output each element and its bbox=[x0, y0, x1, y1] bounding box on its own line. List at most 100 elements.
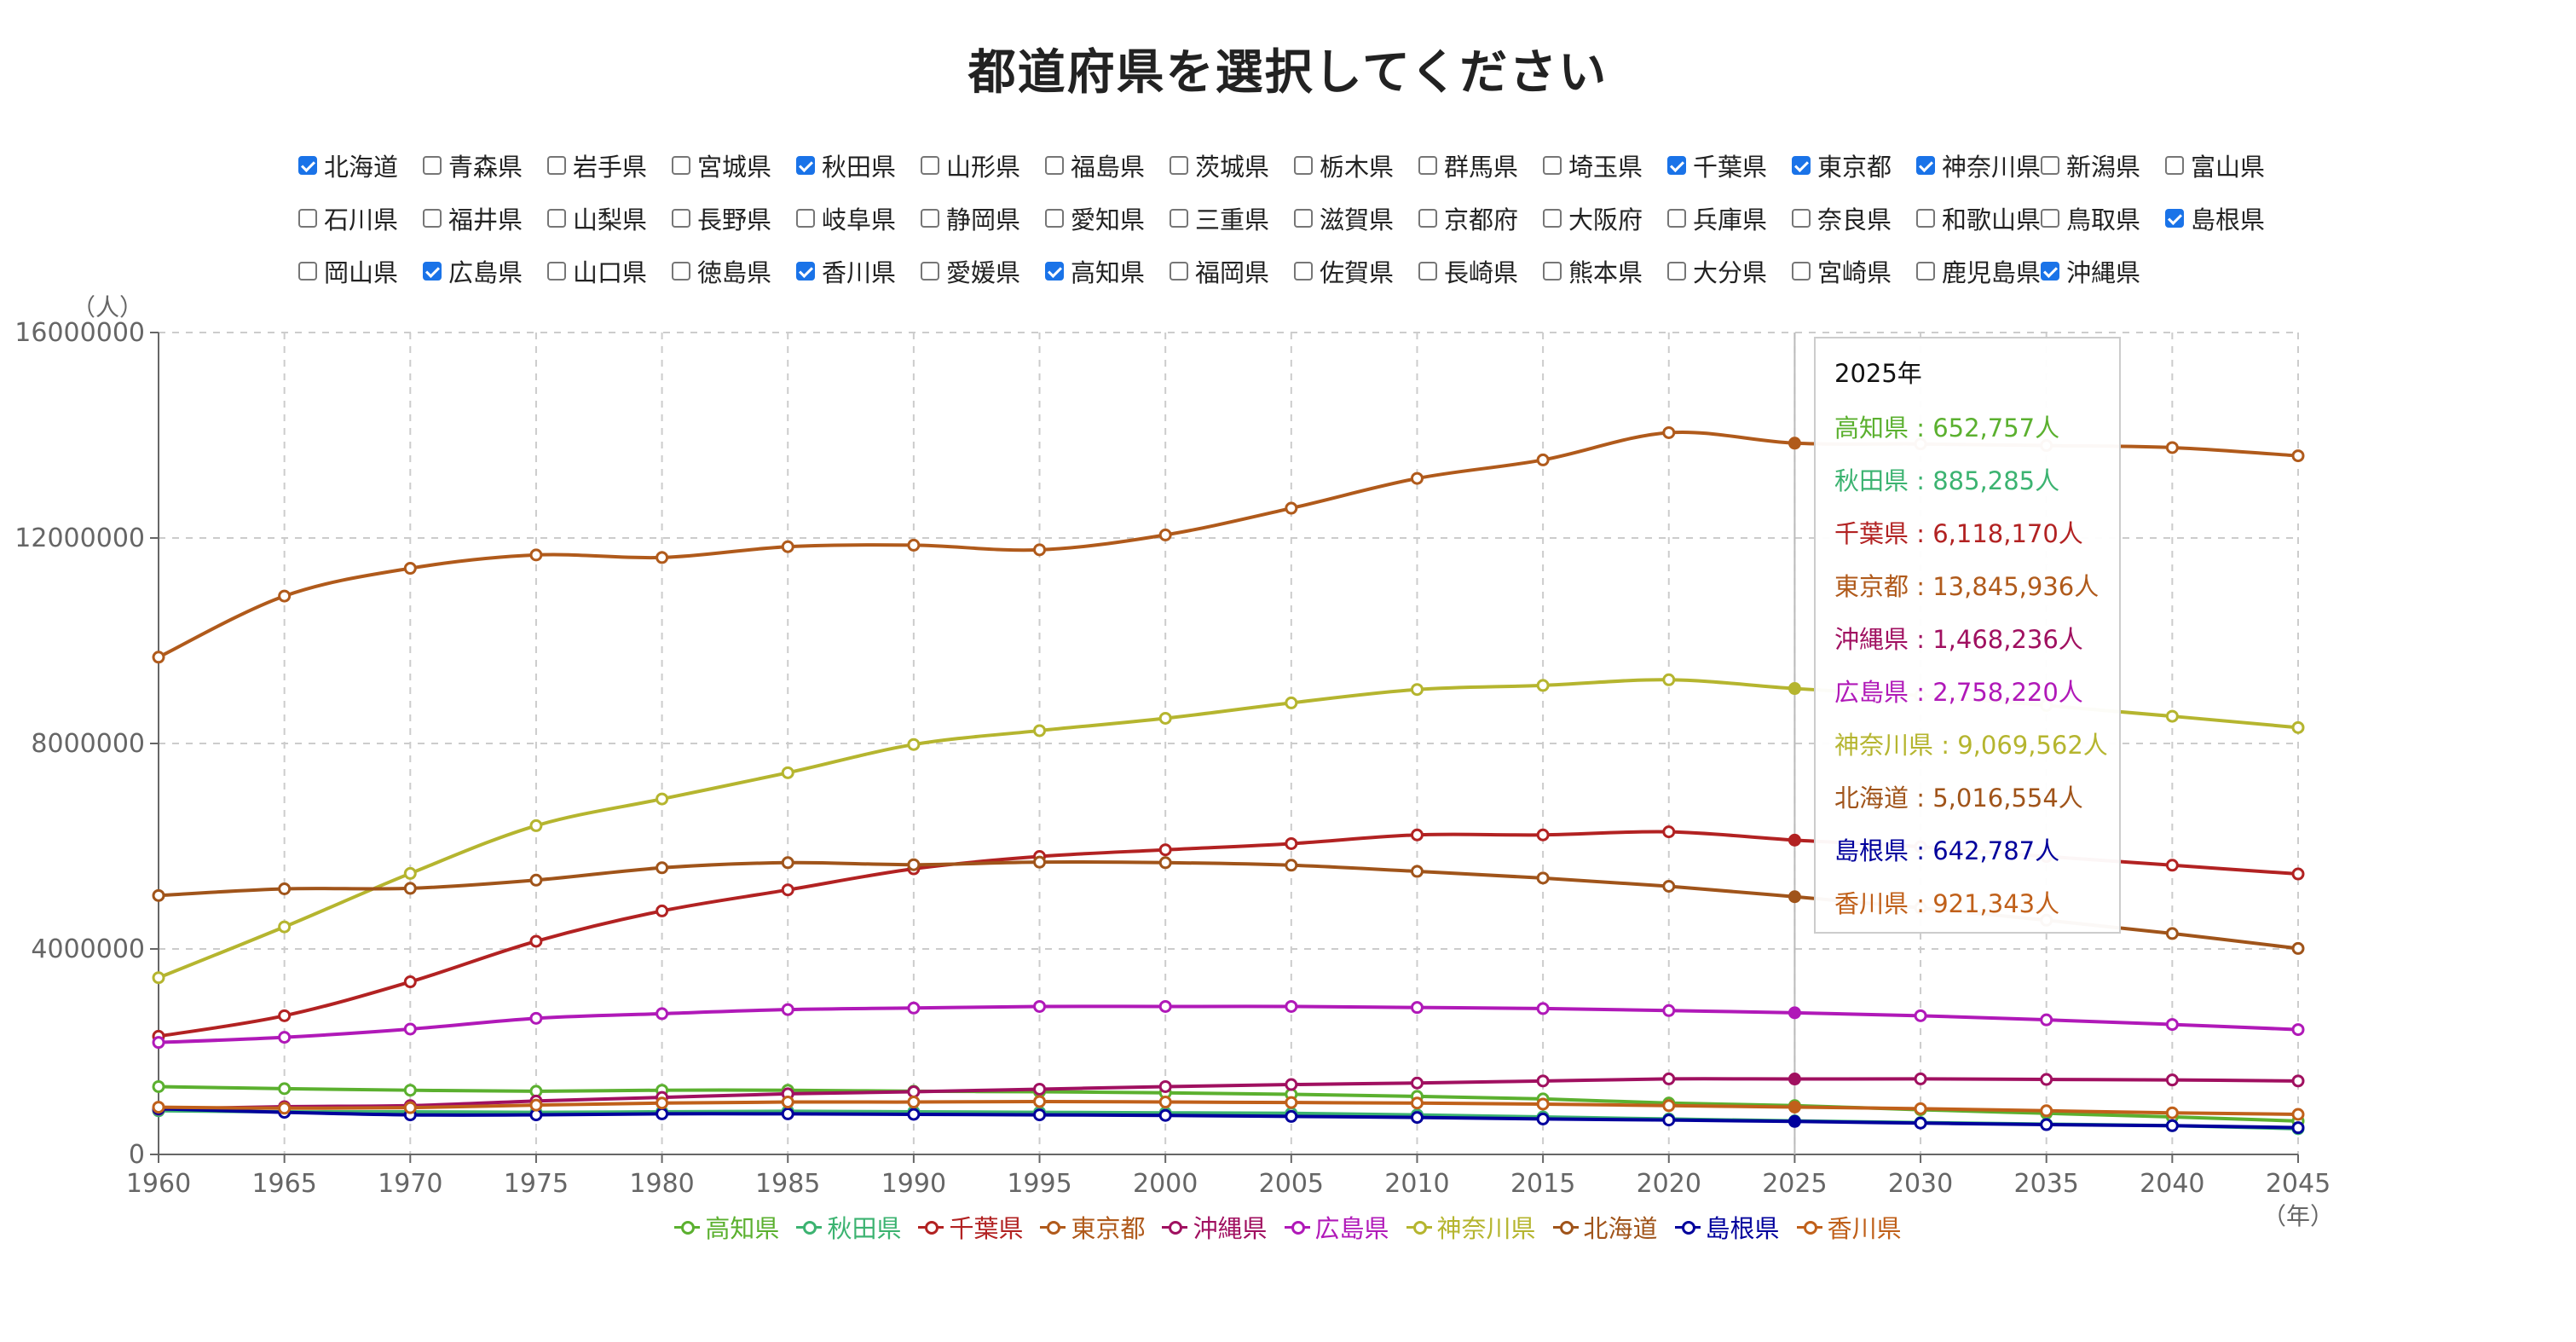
checkbox-unchecked[interactable] bbox=[1418, 156, 1437, 175]
checkbox-unchecked[interactable] bbox=[1543, 262, 1562, 281]
checkbox-checked[interactable] bbox=[796, 262, 815, 281]
checkbox-pref-20[interactable]: 岐阜県 bbox=[796, 198, 896, 239]
checkbox-pref-36[interactable]: 香川県 bbox=[796, 251, 896, 292]
checkbox-pref-23[interactable]: 三重県 bbox=[1170, 198, 1269, 239]
checkbox-unchecked[interactable] bbox=[1792, 209, 1811, 228]
checkbox-pref-16[interactable]: 石川県 bbox=[298, 198, 398, 239]
checkbox-unchecked[interactable] bbox=[2041, 209, 2059, 228]
checkbox-checked[interactable] bbox=[2041, 262, 2059, 281]
checkbox-pref-44[interactable]: 宮崎県 bbox=[1792, 251, 1892, 292]
legend-item[interactable]: 高知県 bbox=[674, 1209, 779, 1245]
checkbox-unchecked[interactable] bbox=[1294, 262, 1313, 281]
checkbox-pref-7[interactable]: 茨城県 bbox=[1170, 145, 1269, 186]
checkbox-pref-8[interactable]: 栃木県 bbox=[1294, 145, 1394, 186]
checkbox-pref-5[interactable]: 山形県 bbox=[921, 145, 1020, 186]
checkbox-pref-33[interactable]: 広島県 bbox=[423, 251, 523, 292]
checkbox-pref-29[interactable]: 和歌山県 bbox=[1916, 198, 2041, 239]
checkbox-unchecked[interactable] bbox=[1418, 262, 1437, 281]
checkbox-pref-26[interactable]: 大阪府 bbox=[1543, 198, 1643, 239]
checkbox-pref-19[interactable]: 長野県 bbox=[672, 198, 771, 239]
checkbox-pref-0[interactable]: 北海道 bbox=[298, 145, 398, 186]
checkbox-pref-13[interactable]: 神奈川県 bbox=[1916, 145, 2041, 186]
checkbox-unchecked[interactable] bbox=[1792, 262, 1811, 281]
checkbox-pref-28[interactable]: 奈良県 bbox=[1792, 198, 1892, 239]
checkbox-pref-15[interactable]: 富山県 bbox=[2165, 145, 2265, 186]
checkbox-unchecked[interactable] bbox=[1667, 209, 1686, 228]
checkbox-pref-10[interactable]: 埼玉県 bbox=[1543, 145, 1643, 186]
checkbox-pref-3[interactable]: 宮城県 bbox=[672, 145, 771, 186]
checkbox-unchecked[interactable] bbox=[921, 209, 939, 228]
legend-item[interactable]: 神奈川県 bbox=[1406, 1209, 1536, 1245]
checkbox-unchecked[interactable] bbox=[1170, 209, 1188, 228]
checkbox-unchecked[interactable] bbox=[921, 262, 939, 281]
checkbox-pref-25[interactable]: 京都府 bbox=[1418, 198, 1518, 239]
checkbox-pref-42[interactable]: 熊本県 bbox=[1543, 251, 1643, 292]
checkbox-unchecked[interactable] bbox=[1294, 209, 1313, 228]
checkbox-unchecked[interactable] bbox=[672, 209, 690, 228]
checkbox-unchecked[interactable] bbox=[1045, 156, 1064, 175]
checkbox-unchecked[interactable] bbox=[1170, 262, 1188, 281]
checkbox-unchecked[interactable] bbox=[672, 156, 690, 175]
checkbox-unchecked[interactable] bbox=[1170, 156, 1188, 175]
checkbox-unchecked[interactable] bbox=[1667, 262, 1686, 281]
legend-item[interactable]: 沖縄県 bbox=[1162, 1209, 1268, 1245]
checkbox-unchecked[interactable] bbox=[1543, 209, 1562, 228]
checkbox-pref-4[interactable]: 秋田県 bbox=[796, 145, 896, 186]
checkbox-pref-31[interactable]: 島根県 bbox=[2165, 198, 2265, 239]
checkbox-pref-46[interactable]: 沖縄県 bbox=[2041, 251, 2140, 292]
checkbox-pref-22[interactable]: 愛知県 bbox=[1045, 198, 1145, 239]
checkbox-unchecked[interactable] bbox=[298, 262, 317, 281]
legend-item[interactable]: 北海道 bbox=[1552, 1209, 1658, 1245]
checkbox-pref-11[interactable]: 千葉県 bbox=[1667, 145, 1767, 186]
checkbox-unchecked[interactable] bbox=[1045, 209, 1064, 228]
checkbox-checked[interactable] bbox=[1916, 156, 1935, 175]
checkbox-pref-40[interactable]: 佐賀県 bbox=[1294, 251, 1394, 292]
checkbox-pref-39[interactable]: 福岡県 bbox=[1170, 251, 1269, 292]
checkbox-pref-9[interactable]: 群馬県 bbox=[1418, 145, 1518, 186]
checkbox-pref-18[interactable]: 山梨県 bbox=[547, 198, 647, 239]
checkbox-pref-30[interactable]: 鳥取県 bbox=[2041, 198, 2140, 239]
checkbox-unchecked[interactable] bbox=[1543, 156, 1562, 175]
checkbox-unchecked[interactable] bbox=[921, 156, 939, 175]
checkbox-unchecked[interactable] bbox=[547, 209, 566, 228]
checkbox-pref-1[interactable]: 青森県 bbox=[423, 145, 523, 186]
checkbox-unchecked[interactable] bbox=[796, 209, 815, 228]
checkbox-pref-21[interactable]: 静岡県 bbox=[921, 198, 1020, 239]
checkbox-unchecked[interactable] bbox=[547, 156, 566, 175]
checkbox-checked[interactable] bbox=[1045, 262, 1064, 281]
checkbox-unchecked[interactable] bbox=[1294, 156, 1313, 175]
legend-item[interactable]: 千葉県 bbox=[918, 1209, 1023, 1245]
checkbox-pref-6[interactable]: 福島県 bbox=[1045, 145, 1145, 186]
legend-item[interactable]: 香川県 bbox=[1796, 1209, 1902, 1245]
checkbox-pref-43[interactable]: 大分県 bbox=[1667, 251, 1767, 292]
checkbox-unchecked[interactable] bbox=[547, 262, 566, 281]
checkbox-pref-34[interactable]: 山口県 bbox=[547, 251, 647, 292]
checkbox-checked[interactable] bbox=[796, 156, 815, 175]
checkbox-pref-37[interactable]: 愛媛県 bbox=[921, 251, 1020, 292]
checkbox-pref-17[interactable]: 福井県 bbox=[423, 198, 523, 239]
checkbox-pref-32[interactable]: 岡山県 bbox=[298, 251, 398, 292]
checkbox-unchecked[interactable] bbox=[423, 156, 442, 175]
checkbox-pref-24[interactable]: 滋賀県 bbox=[1294, 198, 1394, 239]
checkbox-checked[interactable] bbox=[298, 156, 317, 175]
checkbox-pref-45[interactable]: 鹿児島県 bbox=[1916, 251, 2041, 292]
checkbox-checked[interactable] bbox=[2165, 209, 2184, 228]
legend-item[interactable]: 広島県 bbox=[1284, 1209, 1389, 1245]
checkbox-pref-41[interactable]: 長崎県 bbox=[1418, 251, 1518, 292]
checkbox-checked[interactable] bbox=[1792, 156, 1811, 175]
checkbox-unchecked[interactable] bbox=[1916, 262, 1935, 281]
legend-item[interactable]: 秋田県 bbox=[796, 1209, 901, 1245]
checkbox-unchecked[interactable] bbox=[298, 209, 317, 228]
checkbox-pref-2[interactable]: 岩手県 bbox=[547, 145, 647, 186]
checkbox-unchecked[interactable] bbox=[1418, 209, 1437, 228]
checkbox-pref-38[interactable]: 高知県 bbox=[1045, 251, 1145, 292]
checkbox-pref-35[interactable]: 徳島県 bbox=[672, 251, 771, 292]
checkbox-pref-12[interactable]: 東京都 bbox=[1792, 145, 1892, 186]
checkbox-pref-27[interactable]: 兵庫県 bbox=[1667, 198, 1767, 239]
checkbox-checked[interactable] bbox=[423, 262, 442, 281]
legend-item[interactable]: 島根県 bbox=[1674, 1209, 1780, 1245]
checkbox-checked[interactable] bbox=[1667, 156, 1686, 175]
checkbox-unchecked[interactable] bbox=[672, 262, 690, 281]
checkbox-unchecked[interactable] bbox=[423, 209, 442, 228]
checkbox-unchecked[interactable] bbox=[1916, 209, 1935, 228]
